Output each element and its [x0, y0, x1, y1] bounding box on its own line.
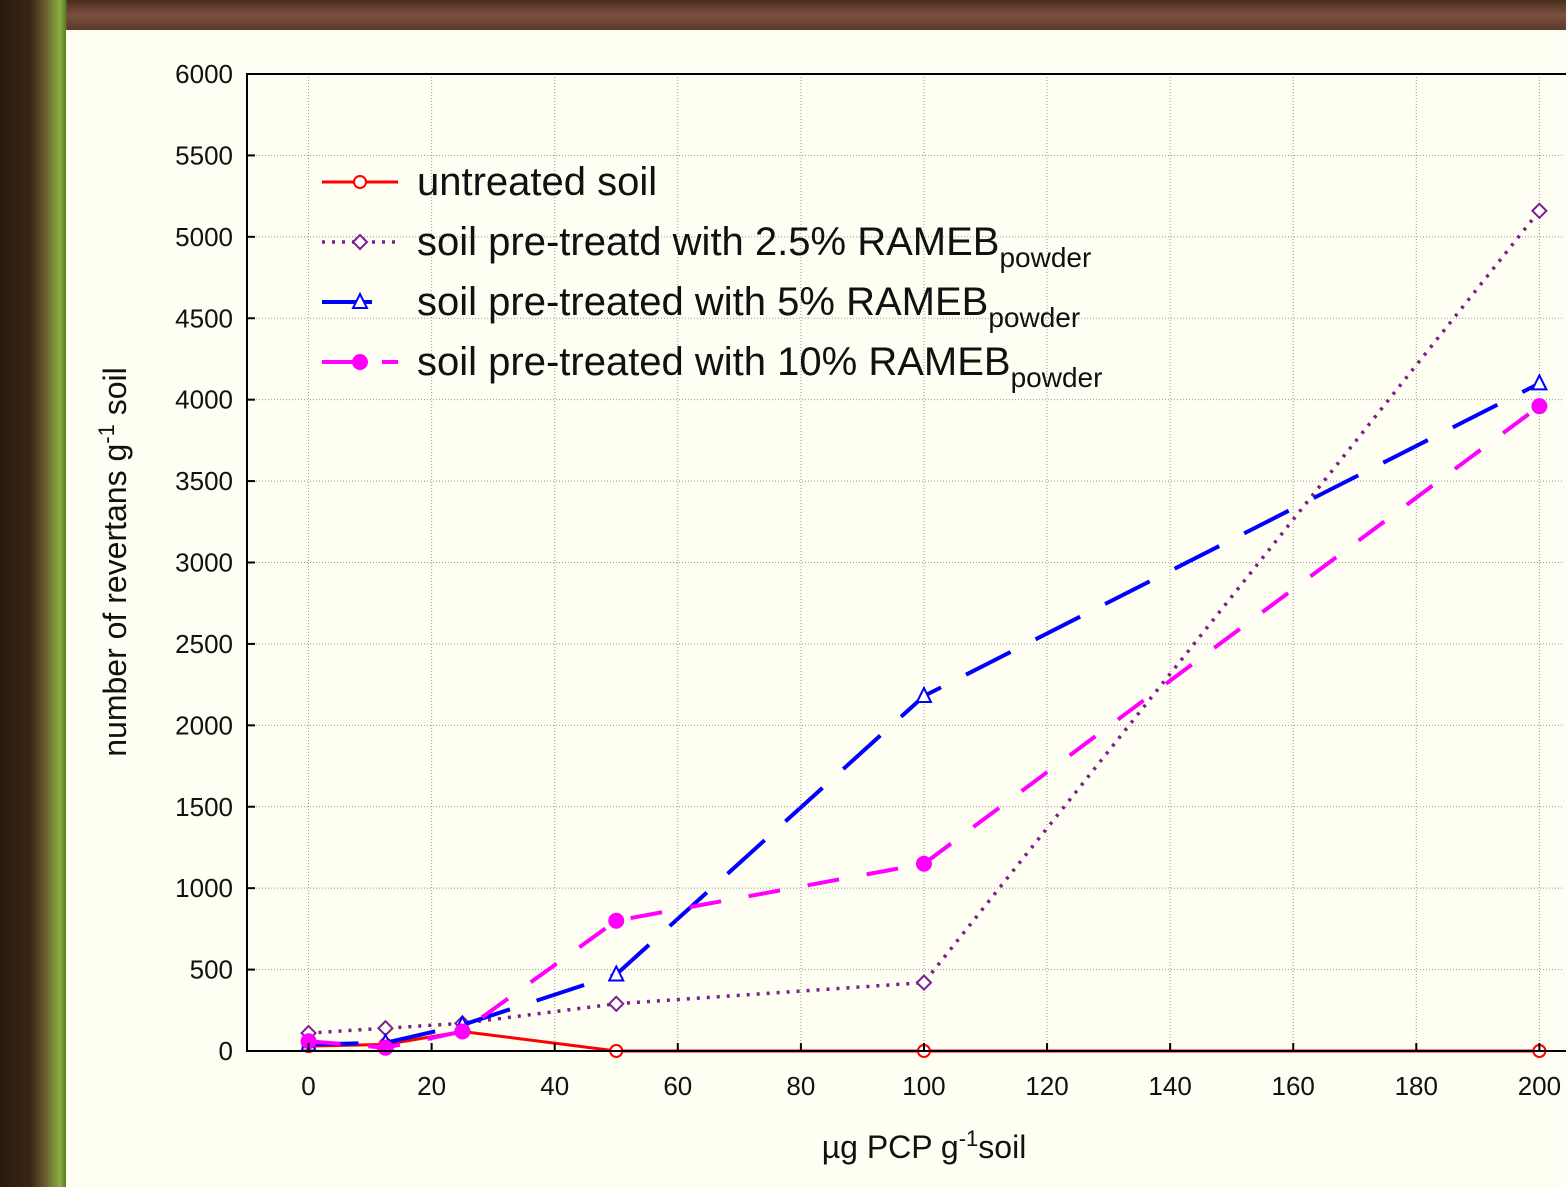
marker [1531, 398, 1548, 415]
x-tick-label: 200 [1518, 1071, 1561, 1101]
y-tick-label: 4500 [175, 303, 233, 333]
legend-label: untreated soil [417, 160, 657, 204]
y-label-text: number of revertans g [97, 444, 133, 757]
y-tick-label: 2000 [175, 710, 233, 740]
marker [915, 855, 932, 872]
legend-sub: powder [988, 302, 1080, 333]
legend-marker [353, 175, 367, 189]
legend-label: soil pre-treated with 10% RAMEBpowder [417, 340, 1102, 393]
marker [608, 912, 625, 929]
marker [915, 974, 933, 992]
x-tick-label: 40 [540, 1071, 569, 1101]
y-tick-label: 5500 [175, 140, 233, 170]
marker [377, 1039, 394, 1056]
marker [915, 685, 933, 704]
x-tick-label: 160 [1272, 1071, 1315, 1101]
y-tick-label: 5000 [175, 222, 233, 252]
marker [454, 1023, 471, 1040]
marker [607, 995, 625, 1013]
legend-marker [352, 354, 368, 370]
legend-sub: powder [999, 242, 1091, 273]
legend-name: soil pre-treatd with 2.5% RAMEB [417, 220, 999, 264]
y-tick-label: 4000 [175, 385, 233, 415]
y-tick-label: 6000 [175, 59, 233, 89]
y-tick-label: 2500 [175, 629, 233, 659]
series-line [308, 381, 1541, 1047]
y-tick-label: 1000 [175, 873, 233, 903]
y-tick-label: 3000 [175, 548, 233, 578]
series-line [308, 209, 1541, 1035]
legend-name: untreated soil [417, 160, 657, 204]
x-label-sup: -1 [959, 1126, 979, 1151]
x-label-text: µg PCP g [822, 1129, 959, 1165]
y-tick-label: 1500 [175, 792, 233, 822]
y-axis-label: number of revertans g-1 soil [94, 367, 133, 757]
x-tick-label: 80 [786, 1071, 815, 1101]
y-tick-label: 500 [190, 955, 233, 985]
legend-name: soil pre-treated with 5% RAMEB [417, 280, 988, 324]
x-tick-label: 180 [1395, 1071, 1438, 1101]
x-axis-label: µg PCP g-1soil [822, 1126, 1027, 1165]
series-line [308, 404, 1541, 1050]
x-tick-label: 120 [1025, 1071, 1068, 1101]
legend-label: soil pre-treatd with 2.5% RAMEBpowder [417, 220, 1091, 273]
x-label-after: soil [978, 1129, 1026, 1165]
marker [1530, 202, 1548, 220]
legend-marker [351, 291, 369, 309]
plot-frame [246, 73, 1566, 1052]
marker [1530, 373, 1548, 391]
x-tick-label: 20 [417, 1071, 446, 1101]
legend-name: soil pre-treated with 10% RAMEB [417, 340, 1011, 384]
x-tick-label: 100 [902, 1071, 945, 1101]
y-tick-label: 3500 [175, 466, 233, 496]
marker [607, 964, 625, 982]
x-tick-label: 140 [1148, 1071, 1191, 1101]
y-label-sup: -1 [94, 424, 119, 444]
legend-label: soil pre-treated with 5% RAMEBpowder [417, 280, 1080, 333]
x-tick-label: 60 [663, 1071, 692, 1101]
legend-sub: powder [1011, 362, 1103, 393]
y-tick-label: 0 [219, 1036, 233, 1066]
y-label-after: soil [97, 367, 133, 424]
chart-panel [66, 30, 1566, 1187]
legend-marker [351, 233, 369, 251]
x-tick-label: 0 [301, 1071, 315, 1101]
